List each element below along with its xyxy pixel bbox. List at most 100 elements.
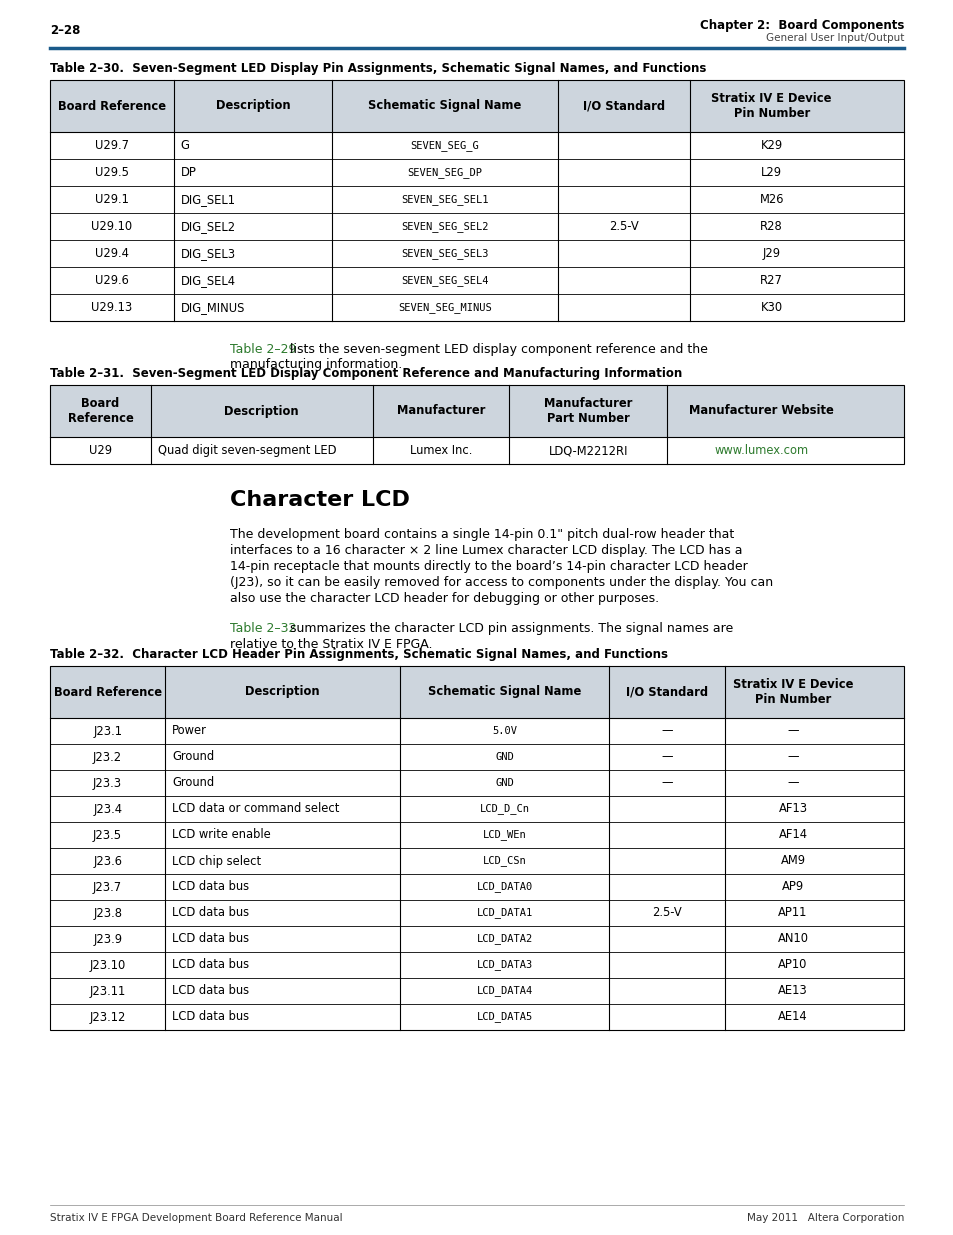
- Text: DIG_SEL4: DIG_SEL4: [181, 274, 235, 287]
- Text: LCD write enable: LCD write enable: [172, 829, 271, 841]
- Text: LCD_DATA2: LCD_DATA2: [476, 934, 533, 945]
- Text: Character LCD: Character LCD: [230, 490, 410, 510]
- Text: Description: Description: [215, 100, 290, 112]
- Text: SEVEN_SEG_SEL1: SEVEN_SEG_SEL1: [401, 194, 488, 205]
- Text: LCD chip select: LCD chip select: [172, 855, 261, 867]
- Text: 14-pin receptacle that mounts directly to the board’s 14-pin character LCD heade: 14-pin receptacle that mounts directly t…: [230, 559, 747, 573]
- Text: LCD data bus: LCD data bus: [172, 958, 249, 972]
- Text: Table 2–29: Table 2–29: [230, 343, 296, 356]
- Text: Manufacturer
Part Number: Manufacturer Part Number: [544, 396, 632, 425]
- Text: GND: GND: [495, 778, 514, 788]
- Text: J23.6: J23.6: [93, 855, 122, 867]
- Text: DIG_MINUS: DIG_MINUS: [181, 301, 245, 314]
- Text: LCD_CSn: LCD_CSn: [482, 856, 526, 867]
- Text: R27: R27: [760, 274, 782, 287]
- Text: lists the seven-segment LED display component reference and the: lists the seven-segment LED display comp…: [286, 343, 707, 356]
- Text: J23.3: J23.3: [93, 777, 122, 789]
- Bar: [50, 80, 903, 132]
- Bar: [50, 80, 903, 321]
- Text: J23.9: J23.9: [93, 932, 122, 946]
- Text: www.lumex.com: www.lumex.com: [714, 445, 807, 457]
- Text: manufacturing information.: manufacturing information.: [230, 358, 402, 370]
- Text: DP: DP: [181, 165, 196, 179]
- Text: relative to the Stratix IV E FPGA.: relative to the Stratix IV E FPGA.: [230, 638, 432, 651]
- Text: (J23), so it can be easily removed for access to components under the display. Y: (J23), so it can be easily removed for a…: [230, 576, 772, 589]
- Text: U29.5: U29.5: [94, 165, 129, 179]
- Text: SEVEN_SEG_SEL4: SEVEN_SEG_SEL4: [401, 275, 488, 287]
- Text: Power: Power: [172, 725, 207, 737]
- Text: Lumex Inc.: Lumex Inc.: [410, 445, 472, 457]
- Text: G: G: [181, 140, 190, 152]
- Text: J23.5: J23.5: [93, 829, 122, 841]
- Text: AF14: AF14: [778, 829, 806, 841]
- Text: SEVEN_SEG_MINUS: SEVEN_SEG_MINUS: [397, 303, 492, 312]
- Text: J23.11: J23.11: [90, 984, 126, 998]
- Text: LCD data bus: LCD data bus: [172, 906, 249, 920]
- Text: SEVEN_SEG_G: SEVEN_SEG_G: [410, 140, 478, 151]
- Text: —: —: [786, 751, 798, 763]
- Text: Board
Reference: Board Reference: [68, 396, 133, 425]
- Text: AN10: AN10: [777, 932, 807, 946]
- Text: LCD data bus: LCD data bus: [172, 1010, 249, 1024]
- Text: 2–28: 2–28: [50, 23, 80, 37]
- Text: J23.10: J23.10: [90, 958, 126, 972]
- Text: LCD data or command select: LCD data or command select: [172, 803, 339, 815]
- Bar: [50, 666, 903, 718]
- Text: Ground: Ground: [172, 751, 214, 763]
- Text: LCD data bus: LCD data bus: [172, 984, 249, 998]
- Text: also use the character LCD header for debugging or other purposes.: also use the character LCD header for de…: [230, 592, 659, 605]
- Text: U29.7: U29.7: [94, 140, 129, 152]
- Text: J23.1: J23.1: [93, 725, 122, 737]
- Text: J23.8: J23.8: [93, 906, 122, 920]
- Text: AM9: AM9: [780, 855, 804, 867]
- Text: LCD_WEn: LCD_WEn: [482, 830, 526, 841]
- Text: K30: K30: [760, 301, 781, 314]
- Text: Ground: Ground: [172, 777, 214, 789]
- Text: SEVEN_SEG_SEL3: SEVEN_SEG_SEL3: [401, 248, 488, 259]
- Text: LCD_DATA0: LCD_DATA0: [476, 882, 533, 893]
- Text: 5.0V: 5.0V: [492, 726, 517, 736]
- Bar: [50, 385, 903, 464]
- Text: May 2011   Altera Corporation: May 2011 Altera Corporation: [746, 1213, 903, 1223]
- Text: U29: U29: [89, 445, 112, 457]
- Text: —: —: [786, 777, 798, 789]
- Text: I/O Standard: I/O Standard: [625, 685, 707, 699]
- Text: —: —: [660, 751, 672, 763]
- Text: Stratix IV E Device
Pin Number: Stratix IV E Device Pin Number: [732, 678, 852, 706]
- Text: K29: K29: [760, 140, 781, 152]
- Text: SEVEN_SEG_DP: SEVEN_SEG_DP: [407, 167, 482, 178]
- Text: Description: Description: [224, 405, 299, 417]
- Text: I/O Standard: I/O Standard: [582, 100, 664, 112]
- Text: U29.6: U29.6: [95, 274, 129, 287]
- Text: R28: R28: [760, 220, 782, 233]
- Bar: [50, 385, 903, 437]
- Text: General User Input/Output: General User Input/Output: [765, 33, 903, 43]
- Text: Schematic Signal Name: Schematic Signal Name: [368, 100, 521, 112]
- Text: AE14: AE14: [778, 1010, 807, 1024]
- Text: Board Reference: Board Reference: [53, 685, 161, 699]
- Text: AE13: AE13: [778, 984, 807, 998]
- Text: GND: GND: [495, 752, 514, 762]
- Text: LCD data bus: LCD data bus: [172, 881, 249, 893]
- Text: Table 2–31.  Seven-Segment LED Display Component Reference and Manufacturing Inf: Table 2–31. Seven-Segment LED Display Co…: [50, 367, 681, 380]
- Text: 2.5-V: 2.5-V: [652, 906, 681, 920]
- Text: Stratix IV E Device
Pin Number: Stratix IV E Device Pin Number: [711, 91, 831, 120]
- Text: Stratix IV E FPGA Development Board Reference Manual: Stratix IV E FPGA Development Board Refe…: [50, 1213, 342, 1223]
- Text: DIG_SEL1: DIG_SEL1: [181, 193, 235, 206]
- Text: L29: L29: [760, 165, 781, 179]
- Text: Chapter 2:  Board Components: Chapter 2: Board Components: [699, 19, 903, 32]
- Text: Quad digit seven-segment LED: Quad digit seven-segment LED: [157, 445, 335, 457]
- Text: —: —: [660, 777, 672, 789]
- Text: DIG_SEL3: DIG_SEL3: [181, 247, 235, 261]
- Text: J23.12: J23.12: [90, 1010, 126, 1024]
- Text: J23.7: J23.7: [93, 881, 122, 893]
- Text: Schematic Signal Name: Schematic Signal Name: [428, 685, 580, 699]
- Text: U29.13: U29.13: [91, 301, 132, 314]
- Text: summarizes the character LCD pin assignments. The signal names are: summarizes the character LCD pin assignm…: [286, 622, 733, 635]
- Text: J23.2: J23.2: [93, 751, 122, 763]
- Text: Description: Description: [245, 685, 319, 699]
- Text: SEVEN_SEG_SEL2: SEVEN_SEG_SEL2: [401, 221, 488, 232]
- Text: LCD_DATA1: LCD_DATA1: [476, 908, 533, 919]
- Text: LCD_DATA5: LCD_DATA5: [476, 1011, 533, 1023]
- Text: U29.10: U29.10: [91, 220, 132, 233]
